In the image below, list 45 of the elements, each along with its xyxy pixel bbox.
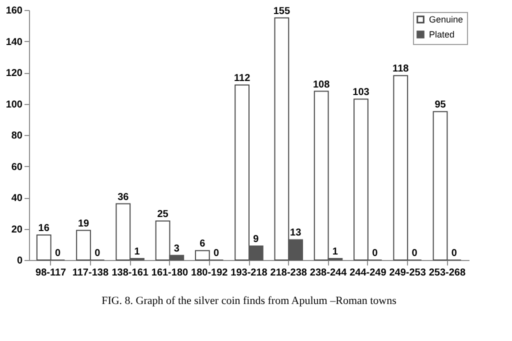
legend-label: Plated [429, 30, 455, 40]
y-tick-label: 160 [6, 6, 23, 16]
y-tick-label: 60 [11, 162, 23, 173]
x-tick-label: 193-218 [230, 268, 268, 278]
x-tick-label: 161-180 [151, 268, 189, 278]
legend-label: Genuine [429, 14, 464, 24]
caption: FIG. 8. Graph of the silver coin finds from Apulum –Roman towns [102, 295, 396, 307]
data-label: 13 [290, 228, 302, 239]
y-tick-label: 100 [6, 99, 23, 110]
data-label: 95 [434, 100, 446, 111]
data-label: 0 [54, 248, 61, 259]
x-tick-label: 238-244 [310, 268, 348, 278]
data-label: 108 [313, 79, 330, 90]
data-label: 0 [451, 248, 458, 259]
x-tick-label: 244-249 [350, 268, 387, 278]
x-tick-label: 180-192 [191, 268, 228, 278]
y-tick-label: 20 [11, 224, 23, 236]
y-tick-label: 0 [16, 256, 23, 266]
x-tick-label: 117-138 [72, 268, 109, 278]
data-label: 103 [352, 87, 370, 98]
y-tick-label: 120 [6, 68, 23, 79]
data-label: 0 [214, 248, 220, 259]
x-tick-label: 249-253 [389, 268, 426, 278]
data-label: 6 [200, 238, 206, 250]
data-label: 118 [392, 64, 410, 75]
data-label: 16 [38, 223, 50, 234]
x-tick-label: 98-117 [36, 268, 67, 278]
x-tick-label: 253-268 [428, 268, 466, 278]
data-label: 3 [174, 243, 180, 254]
data-label: 9 [253, 234, 260, 245]
data-label: 1 [134, 246, 140, 258]
x-tick-label: 218-238 [270, 268, 308, 278]
data-label: 0 [94, 248, 101, 259]
y-tick-label: 40 [11, 193, 23, 204]
data-label: 155 [273, 6, 290, 17]
data-label: 0 [412, 248, 418, 259]
data-label: 112 [234, 73, 251, 84]
y-tick-label: 140 [6, 36, 23, 48]
data-label: 25 [157, 208, 169, 220]
data-label: 36 [118, 192, 130, 203]
data-label: 19 [78, 218, 90, 230]
data-label: 0 [372, 248, 378, 259]
x-tick-label: 138-161 [112, 268, 149, 278]
data-label: 1 [332, 246, 338, 258]
y-tick-label: 80 [11, 130, 23, 142]
